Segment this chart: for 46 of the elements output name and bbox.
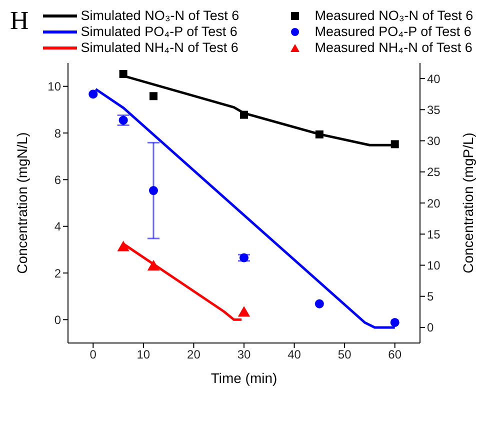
point bbox=[390, 318, 400, 327]
point bbox=[149, 92, 158, 100]
point bbox=[147, 260, 160, 270]
x-tick-label: 50 bbox=[338, 348, 352, 362]
point bbox=[239, 253, 249, 262]
x-tick-label: 10 bbox=[136, 348, 150, 362]
x-tick-label: 20 bbox=[187, 348, 201, 362]
legend-label: Measured NO₃-N of Test 6 bbox=[314, 8, 474, 23]
y2-tick-label: 10 bbox=[427, 258, 441, 272]
y2-tick-label: 30 bbox=[427, 134, 441, 148]
x-axis-title: Time (min) bbox=[210, 370, 278, 386]
y2-tick-label: 5 bbox=[427, 290, 434, 304]
x-tick-label: 40 bbox=[288, 348, 302, 362]
point bbox=[314, 299, 324, 308]
legend-label: Measured PO₄-P of Test 6 bbox=[314, 24, 472, 39]
y2-tick-label: 40 bbox=[427, 72, 441, 86]
y-tick-label: 6 bbox=[54, 172, 62, 187]
legend-label: Simulated PO₄-P of Test 6 bbox=[80, 24, 238, 39]
y-tick-label: 0 bbox=[54, 312, 62, 327]
point bbox=[117, 240, 130, 252]
legend-label: Simulated NO₃-N of Test 6 bbox=[80, 8, 240, 23]
y2-tick-label: 15 bbox=[427, 227, 441, 242]
point bbox=[118, 116, 128, 125]
y2-axis-title: Concentration (mgP/L) bbox=[460, 132, 476, 274]
point bbox=[88, 90, 98, 99]
y-tick-label: 2 bbox=[54, 266, 62, 280]
y2-tick-label: 25 bbox=[427, 165, 441, 180]
legend-label: Simulated NH₄-N of Test 6 bbox=[80, 40, 238, 55]
y2-tick-label: 0 bbox=[427, 320, 434, 335]
y-tick-label: 4 bbox=[54, 220, 62, 234]
point bbox=[240, 110, 248, 119]
legend-label: Measured NH₄-N of Test 6 bbox=[314, 40, 472, 55]
x-tick-label: 60 bbox=[388, 348, 402, 362]
y2-tick-label: 35 bbox=[427, 102, 441, 117]
point bbox=[148, 186, 158, 196]
point bbox=[390, 140, 399, 148]
chart-title: H bbox=[10, 6, 29, 35]
point bbox=[315, 130, 324, 138]
y-axis-title: Concentration (mgN/L) bbox=[14, 132, 30, 274]
y-tick-label: 10 bbox=[48, 80, 62, 94]
y2-tick-label: 20 bbox=[427, 196, 441, 210]
point bbox=[119, 70, 128, 78]
point bbox=[238, 306, 250, 317]
x-tick-label: 30 bbox=[237, 348, 251, 362]
y-tick-label: 8 bbox=[54, 126, 62, 140]
x-tick-label: 0 bbox=[90, 348, 97, 362]
